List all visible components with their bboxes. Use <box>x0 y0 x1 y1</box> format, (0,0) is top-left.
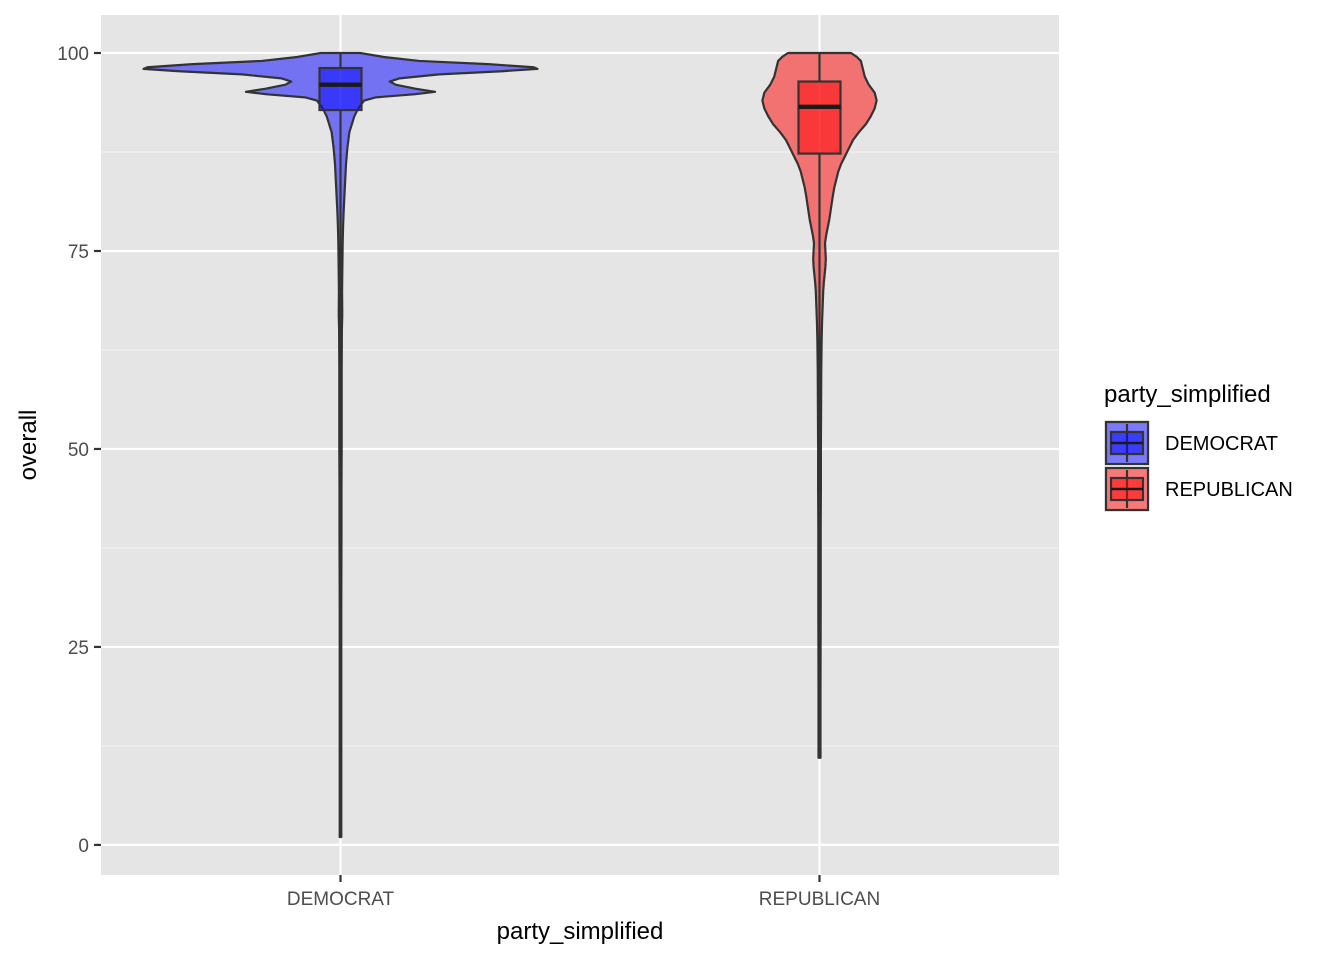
y-tick-label: 0 <box>78 836 89 857</box>
plot-panel <box>101 15 1059 875</box>
y-tick-label: 50 <box>68 440 89 461</box>
box-democrat <box>318 66 363 112</box>
x-tick-label: REPUBLICAN <box>759 889 880 910</box>
legend-item-democrat: DEMOCRAT <box>1104 420 1278 466</box>
legend-label: REPUBLICAN <box>1165 479 1293 501</box>
box-republican <box>797 80 842 155</box>
y-tick-label: 100 <box>57 44 89 65</box>
y-axis: 0 25 50 75 100 <box>57 44 101 857</box>
legend-title: party_simplified <box>1104 381 1271 408</box>
legend: party_simplified DEMOCRAT REPUBLICAN <box>1104 381 1293 512</box>
grid-minor <box>101 151 1059 747</box>
y-tick-label: 25 <box>68 638 89 659</box>
legend-item-republican: REPUBLICAN <box>1104 466 1293 512</box>
y-tick-label: 75 <box>68 242 89 263</box>
x-axis-title: party_simplified <box>497 918 664 945</box>
x-tick-label: DEMOCRAT <box>287 889 395 910</box>
x-axis: DEMOCRAT REPUBLICAN <box>287 875 880 910</box>
legend-label: DEMOCRAT <box>1165 433 1278 455</box>
y-axis-title: overall <box>15 410 42 481</box>
boxplots <box>318 53 842 837</box>
